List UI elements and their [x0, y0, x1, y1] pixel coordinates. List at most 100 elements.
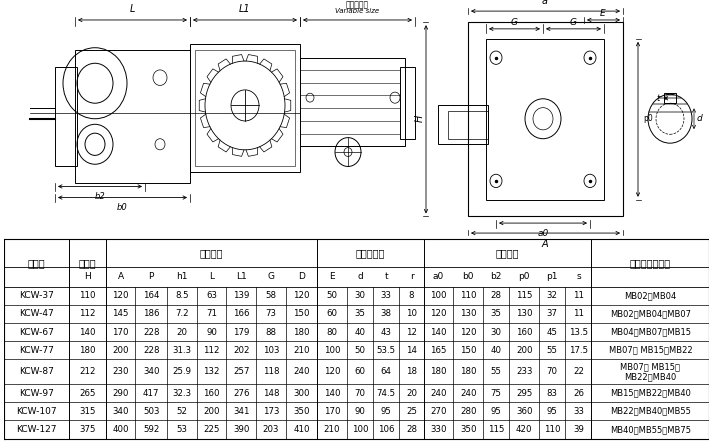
Text: D: D [298, 273, 305, 281]
Text: a0: a0 [538, 229, 548, 238]
Text: 375: 375 [79, 425, 96, 434]
Text: 25.9: 25.9 [173, 367, 191, 376]
Text: 95: 95 [491, 407, 502, 416]
Text: b0: b0 [117, 203, 128, 212]
Text: 592: 592 [143, 425, 160, 434]
Text: 210: 210 [324, 425, 340, 434]
Text: 340: 340 [143, 367, 160, 376]
Text: 75: 75 [491, 388, 502, 397]
Text: 228: 228 [143, 327, 160, 337]
Text: L: L [209, 273, 214, 281]
Text: 22: 22 [573, 367, 584, 376]
Text: 390: 390 [233, 425, 250, 434]
Text: 33: 33 [573, 407, 584, 416]
Text: 118: 118 [262, 367, 279, 376]
Text: 180: 180 [79, 346, 96, 355]
Text: 341: 341 [233, 407, 250, 416]
Bar [75, 50, 190, 183]
Bar [400, 66, 415, 139]
Text: 63: 63 [206, 291, 217, 300]
Text: 20: 20 [406, 388, 417, 397]
Text: 420: 420 [516, 425, 533, 434]
Text: E: E [329, 273, 335, 281]
Text: 233: 233 [516, 367, 533, 376]
Text: 17.5: 17.5 [569, 346, 588, 355]
Text: KCW-87: KCW-87 [19, 367, 53, 376]
Text: p0: p0 [518, 273, 530, 281]
Text: KCW-47: KCW-47 [19, 310, 53, 318]
Text: 110: 110 [79, 291, 96, 300]
Text: 20: 20 [176, 327, 188, 337]
Text: 200: 200 [516, 346, 533, 355]
Text: 18: 18 [406, 367, 417, 376]
Text: p0: p0 [643, 114, 652, 123]
Text: 212: 212 [79, 367, 96, 376]
Text: 417: 417 [143, 388, 160, 397]
Text: 50: 50 [354, 346, 366, 355]
Text: 340: 340 [113, 407, 129, 416]
Text: 180: 180 [460, 367, 476, 376]
Text: KCW-127: KCW-127 [16, 425, 56, 434]
Text: 150: 150 [460, 346, 476, 355]
Text: 300: 300 [293, 388, 309, 397]
Text: 38: 38 [381, 310, 391, 318]
Text: 120: 120 [431, 310, 447, 318]
Text: 203: 203 [262, 425, 279, 434]
Text: 170: 170 [324, 407, 340, 416]
Text: 120: 120 [293, 291, 309, 300]
Text: a: a [542, 0, 548, 5]
Text: 25: 25 [406, 407, 417, 416]
Text: 503: 503 [143, 407, 160, 416]
Text: 机型号: 机型号 [28, 258, 45, 268]
Text: 230: 230 [113, 367, 129, 376]
Text: Variable size: Variable size [335, 8, 379, 14]
Text: L1: L1 [236, 273, 247, 281]
Bar [300, 58, 405, 146]
Text: A: A [118, 273, 123, 281]
Text: 112: 112 [79, 310, 96, 318]
Text: 71: 71 [206, 310, 217, 318]
Text: 160: 160 [203, 388, 220, 397]
Text: 350: 350 [460, 425, 476, 434]
Text: 140: 140 [324, 388, 340, 397]
Text: 11: 11 [573, 291, 584, 300]
Text: 120: 120 [113, 291, 129, 300]
Bar [664, 93, 676, 103]
Text: 276: 276 [233, 388, 250, 397]
Text: 350: 350 [293, 407, 309, 416]
Text: MB04、MB07、MB15: MB04、MB07、MB15 [610, 327, 691, 337]
Text: 60: 60 [354, 367, 366, 376]
Text: 140: 140 [79, 327, 96, 337]
Text: P: P [148, 273, 154, 281]
Text: 180: 180 [431, 367, 447, 376]
Text: KCW-37: KCW-37 [19, 291, 53, 300]
Text: a0: a0 [433, 273, 444, 281]
Text: 165: 165 [431, 346, 447, 355]
Bar [55, 66, 77, 166]
Text: t: t [657, 94, 660, 103]
Text: 14: 14 [406, 346, 417, 355]
Text: 39: 39 [573, 425, 584, 434]
Text: 安装尺寸: 安装尺寸 [496, 248, 519, 258]
Text: 88: 88 [265, 327, 277, 337]
Text: 31.3: 31.3 [173, 346, 191, 355]
Text: 13.5: 13.5 [569, 327, 588, 337]
Text: h1: h1 [176, 273, 188, 281]
Text: 120: 120 [460, 327, 476, 337]
Text: 295: 295 [516, 388, 533, 397]
Text: 11: 11 [573, 310, 584, 318]
Text: 200: 200 [113, 346, 129, 355]
Text: 40: 40 [491, 346, 502, 355]
Text: 360: 360 [516, 407, 533, 416]
Text: 接光机尺寸: 接光机尺寸 [345, 0, 369, 9]
Text: r: r [410, 273, 414, 281]
Text: A: A [542, 239, 548, 248]
Text: 中心高: 中心高 [78, 258, 96, 268]
Text: 290: 290 [113, 388, 129, 397]
Text: 120: 120 [324, 367, 340, 376]
Text: t: t [384, 273, 388, 281]
Text: 130: 130 [516, 310, 533, 318]
Bar [486, 39, 604, 200]
Text: H: H [415, 115, 425, 123]
Text: 170: 170 [113, 327, 129, 337]
